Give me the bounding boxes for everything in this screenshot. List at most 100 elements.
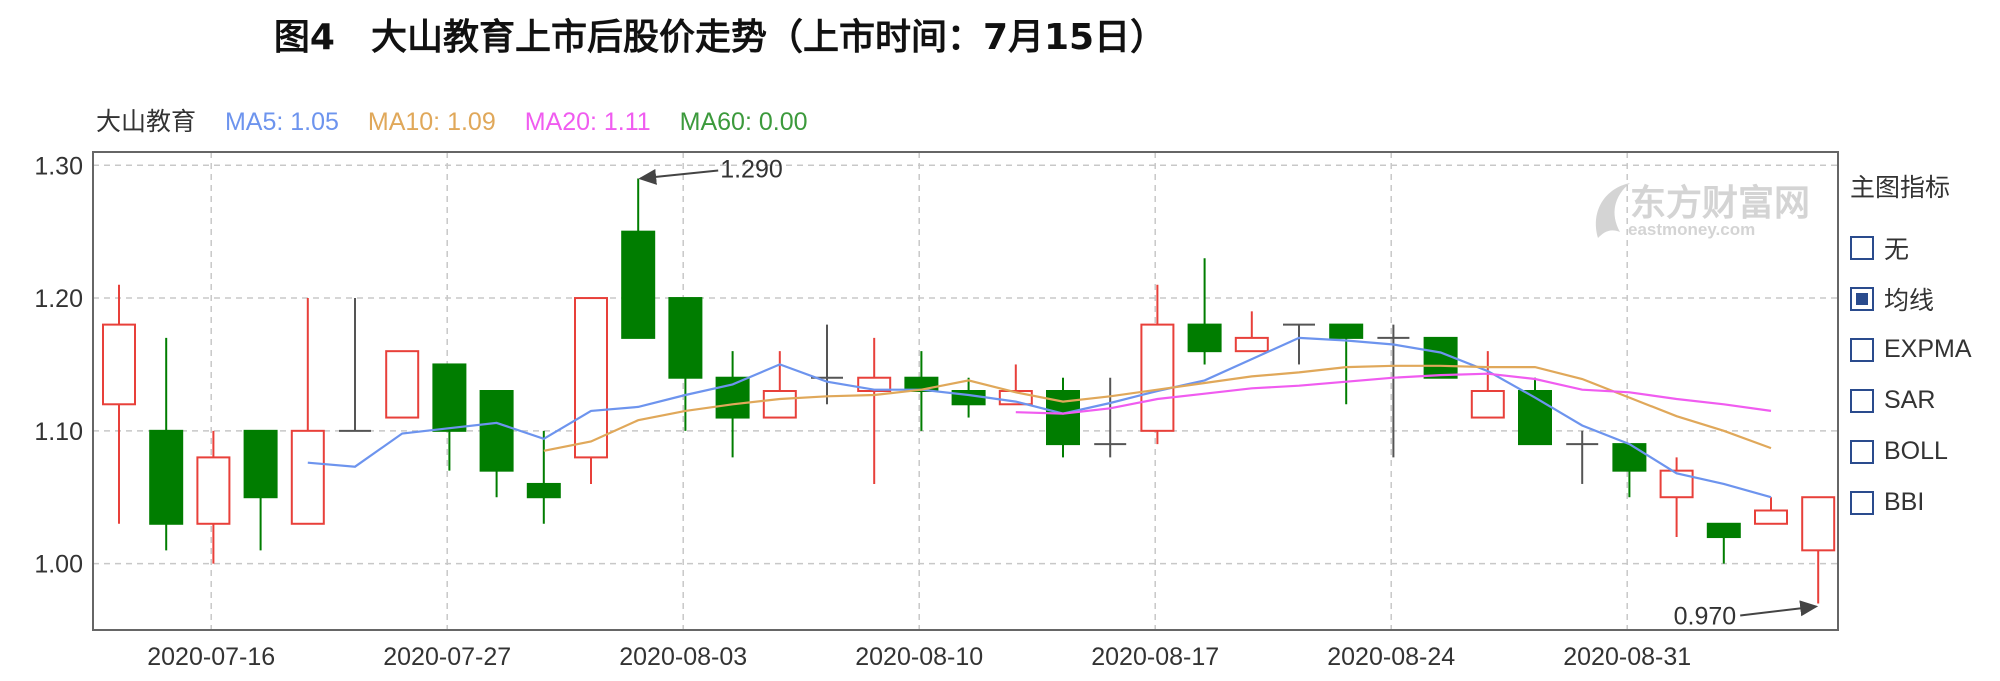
- candle: [1801, 496, 1836, 604]
- candle-body: [1706, 522, 1741, 539]
- candle-body: [1140, 323, 1175, 432]
- candle-body: [1470, 390, 1505, 419]
- checkbox-sar[interactable]: [1850, 388, 1874, 413]
- watermark-logo: 东方财富网 eastmoney.com: [1595, 182, 1810, 239]
- annotation-arrow: [1740, 600, 1819, 617]
- indicator-label-none: 无: [1884, 235, 1910, 264]
- candle: [102, 284, 136, 524]
- candle: [1283, 323, 1315, 365]
- indicator-label-boll: BOLL: [1884, 437, 1948, 465]
- x-tick-label: 2020-07-27: [383, 643, 511, 671]
- candle-body: [1659, 469, 1694, 499]
- y-tick-label: 1.20: [34, 285, 83, 313]
- legend-stock-name: 大山教育: [96, 108, 197, 136]
- indicator-label-sar: SAR: [1884, 386, 1936, 414]
- legend-ma60: MA60: 0.00: [679, 108, 808, 136]
- indicator-option-none[interactable]: 无: [1850, 222, 2000, 273]
- y-tick-label: 1.30: [34, 152, 83, 180]
- legend-ma5: MA5: 1.05: [224, 108, 339, 136]
- indicator-label-bbi: BBI: [1884, 488, 1925, 516]
- candle-body: [432, 363, 467, 432]
- candle-body: [1612, 443, 1647, 472]
- candle: [1612, 443, 1647, 498]
- candle-body: [385, 350, 420, 419]
- candle-body: [1801, 496, 1836, 552]
- watermark-cn: 东方财富网: [1630, 182, 1810, 224]
- y-tick-label: 1.10: [34, 418, 83, 446]
- candle: [1234, 311, 1269, 353]
- checkbox-expma[interactable]: [1850, 337, 1874, 362]
- candle: [196, 430, 231, 564]
- ma-legend: 大山教育 MA5: 1.05 MA10: 1.09 MA20: 1.11 MA6…: [96, 102, 830, 138]
- indicator-option-sar[interactable]: SAR: [1850, 375, 2000, 426]
- watermark-en: eastmoney.com: [1628, 220, 1755, 239]
- candle: [1706, 522, 1741, 564]
- candle: [339, 298, 371, 432]
- candle: [668, 297, 703, 431]
- candle-body: [196, 456, 231, 525]
- indicator-option-boll[interactable]: BOLL: [1850, 426, 2000, 477]
- checkbox-ma[interactable]: [1850, 286, 1874, 311]
- candle: [526, 430, 561, 524]
- candle: [290, 298, 325, 525]
- candle: [1377, 324, 1410, 458]
- price-annotations: 1.290 0.970: [638, 156, 1819, 630]
- candle: [149, 337, 184, 551]
- candle: [385, 350, 420, 419]
- indicator-option-ma[interactable]: 均线: [1850, 273, 2000, 324]
- candle-body: [621, 230, 656, 339]
- candle: [479, 390, 514, 498]
- candle: [1659, 457, 1694, 538]
- x-tick-label: 2020-08-31: [1563, 643, 1691, 671]
- candle: [1140, 284, 1175, 445]
- indicator-panel: 主图指标 无 均线 EXPMA SAR BOLL BBI: [1850, 168, 2000, 528]
- y-tick-label: 1.00: [34, 551, 83, 579]
- plot-frame: [92, 151, 1839, 631]
- annotation-label: 1.290: [720, 156, 783, 184]
- candle: [1566, 430, 1599, 484]
- candle: [1754, 497, 1788, 525]
- indicator-option-bbi[interactable]: BBI: [1850, 477, 2000, 528]
- ma20-line: [1015, 372, 1772, 415]
- candle-body: [1187, 323, 1222, 353]
- watermark-leaf-icon: [1595, 183, 1630, 238]
- indicator-option-expma[interactable]: EXPMA: [1850, 324, 2000, 375]
- checkbox-none[interactable]: [1850, 235, 1874, 260]
- x-tick-label: 2020-08-03: [619, 643, 747, 671]
- candle-body: [479, 390, 514, 472]
- indicator-panel-title: 主图指标: [1850, 173, 1951, 202]
- candle: [715, 351, 750, 458]
- candle: [432, 363, 467, 471]
- candle: [1518, 377, 1552, 446]
- x-tick-label: 2020-08-10: [855, 643, 983, 671]
- candle-body: [102, 323, 136, 406]
- candle: [811, 324, 843, 405]
- candle: [621, 178, 656, 339]
- ma5-line: [307, 336, 1772, 499]
- y-axis-ticks: 1.00 1.10 1.20 1.30: [34, 152, 83, 578]
- x-axis-ticks: 2020-07-16 2020-07-27 2020-08-03 2020-08-10…: [147, 643, 1691, 671]
- candle-body: [762, 390, 797, 419]
- candle: [574, 297, 608, 484]
- checkbox-boll[interactable]: [1850, 439, 1874, 464]
- annotation-arrow: [638, 168, 719, 185]
- moving-average-lines: [307, 336, 1772, 499]
- indicator-label-ma: 均线: [1884, 286, 1935, 315]
- candle: [1187, 258, 1222, 365]
- figure-title: 图4 大山教育上市后股价走势（上市时间：7月15日）: [273, 17, 1167, 58]
- candle-body: [1754, 509, 1788, 525]
- candle-body: [1329, 323, 1364, 339]
- candle: [857, 337, 892, 484]
- annotation-label: 0.970: [1674, 602, 1737, 630]
- legend-ma10: MA10: 1.09: [367, 108, 496, 136]
- candles: [102, 178, 1836, 604]
- candle-body: [1518, 390, 1552, 446]
- x-tick-label: 2020-08-17: [1091, 643, 1219, 671]
- candle: [1470, 351, 1505, 419]
- checkbox-bbi[interactable]: [1850, 490, 1874, 515]
- candle-body: [149, 429, 184, 525]
- candle: [762, 351, 797, 419]
- legend-ma20: MA20: 1.11: [524, 108, 651, 136]
- ma10-line: [543, 364, 1772, 452]
